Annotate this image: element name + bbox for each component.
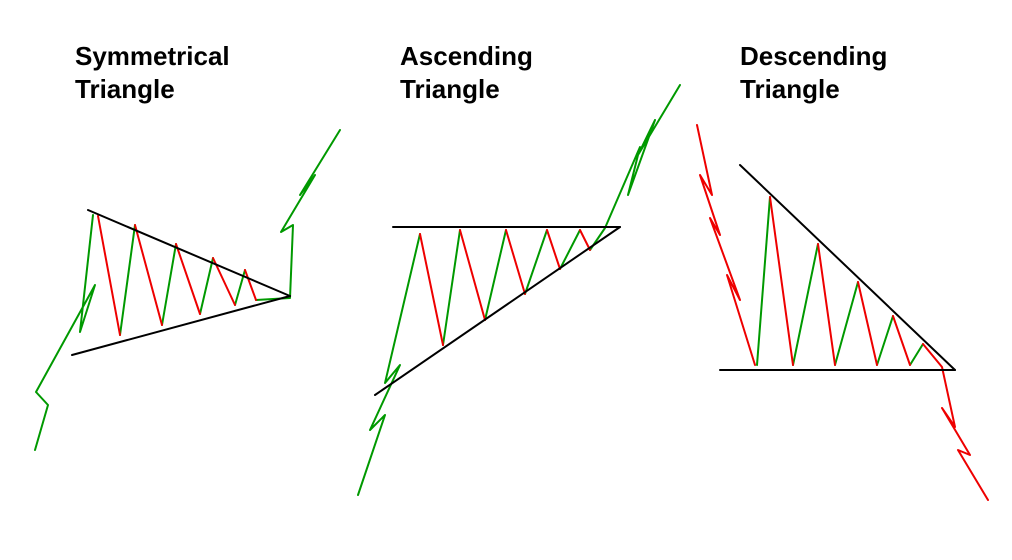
price-down-line [420,234,443,345]
price-up-line [443,230,460,345]
patterns-svg [0,0,1012,560]
panel-ascending [358,85,680,495]
price-down-line [580,230,590,250]
price-up-line [877,316,893,365]
price-down-line [770,197,793,365]
triangle-boundary [740,165,955,370]
diagram-canvas: Symmetrical Triangle Ascending Triangle … [0,0,1012,560]
price-down-line [547,230,560,269]
price-down-line [858,282,877,365]
price-up-line [590,85,680,250]
price-up-line [560,230,580,269]
price-down-line [98,216,120,335]
price-up-line [162,244,176,325]
triangle-boundary [375,227,620,395]
price-up-line [358,234,420,495]
price-up-line [256,130,340,300]
price-down-line [923,344,988,500]
price-down-line [697,125,755,365]
price-up-line [120,225,135,335]
price-down-line [460,230,485,320]
price-up-line [35,215,95,450]
price-up-line [835,282,858,365]
price-up-line [200,258,213,314]
price-down-line [176,244,200,314]
panel-descending [697,125,988,500]
price-up-line [757,197,770,365]
triangle-boundary [72,296,290,355]
panel-symmetrical [35,130,340,450]
price-up-line [910,344,923,365]
price-up-line [793,244,818,365]
price-down-line [818,244,835,365]
price-down-line [506,230,525,294]
price-down-line [245,270,256,300]
